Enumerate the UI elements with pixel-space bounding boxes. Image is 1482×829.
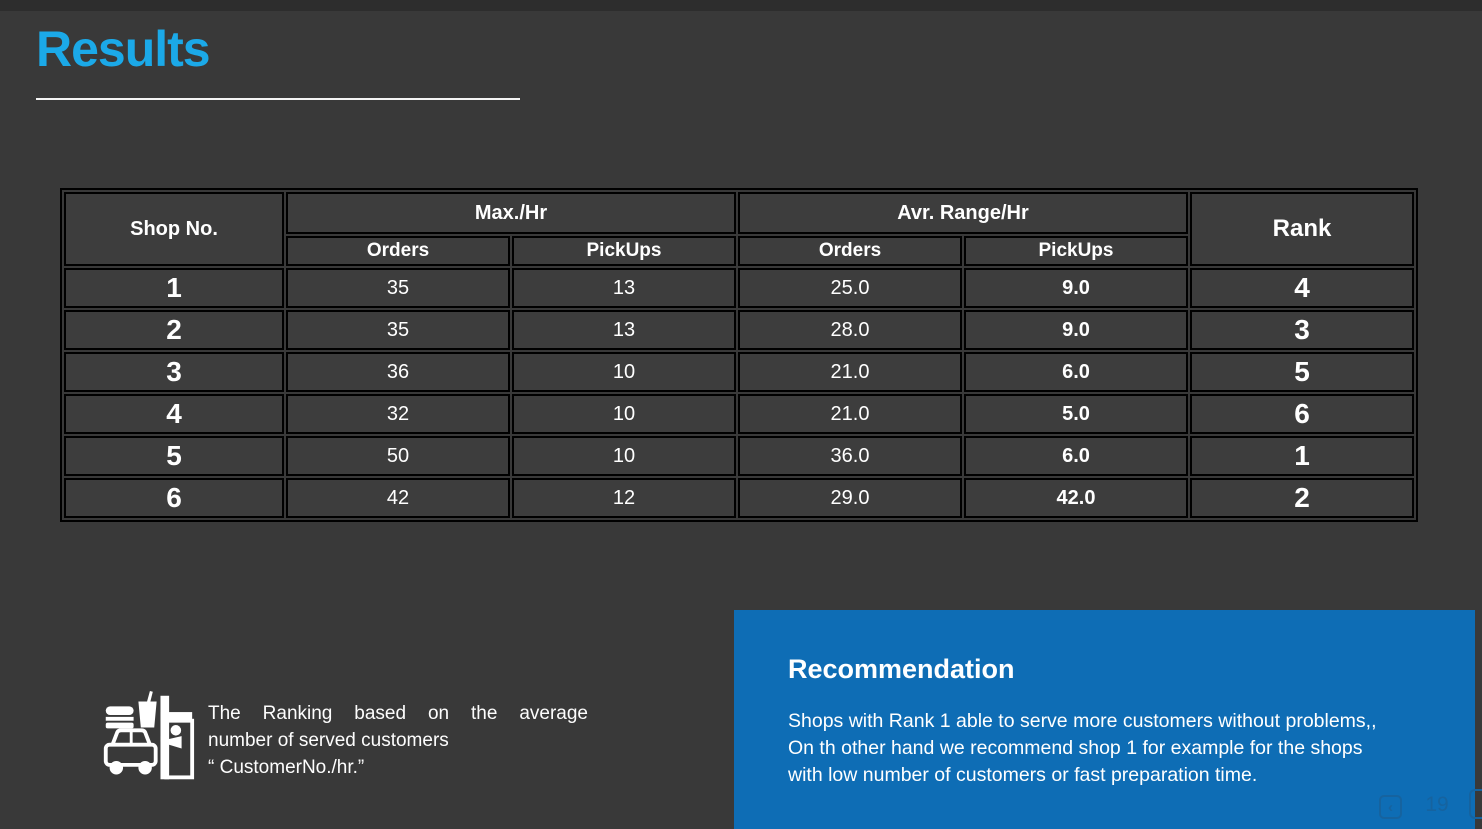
previous-slide-button[interactable]: ‹ xyxy=(1379,795,1402,819)
table-row: 2 35 13 28.0 9.0 3 xyxy=(64,310,1414,350)
col-header-rank: Rank xyxy=(1190,192,1414,266)
rank: 3 xyxy=(1190,310,1414,350)
avr-orders: 28.0 xyxy=(738,310,962,350)
shop-no: 5 xyxy=(64,436,284,476)
table-header-row: Shop No. Max./Hr Avr. Range/Hr Rank xyxy=(64,192,1414,266)
avr-orders: 36.0 xyxy=(738,436,962,476)
rank: 5 xyxy=(1190,352,1414,392)
results-table: Shop No. Max./Hr Avr. Range/Hr Rank Orde… xyxy=(60,188,1418,522)
note-line: The Ranking based on the average xyxy=(208,703,588,724)
rank: 4 xyxy=(1190,268,1414,308)
max-orders: 42 xyxy=(286,478,510,518)
col-header-shop-no: Shop No. xyxy=(64,192,284,266)
next-slide-button[interactable] xyxy=(1469,789,1482,819)
table-row: 4 32 10 21.0 5.0 6 xyxy=(64,394,1414,434)
recommendation-title: Recommendation xyxy=(788,654,1015,684)
shop-no: 2 xyxy=(64,310,284,350)
max-pickups: 10 xyxy=(512,352,736,392)
recommendation-line: Shops with Rank 1 able to serve more cus… xyxy=(788,710,1377,732)
avr-orders: 29.0 xyxy=(738,478,962,518)
max-pickups: 13 xyxy=(512,310,736,350)
table-row: 6 42 12 29.0 42.0 2 xyxy=(64,478,1414,518)
ranking-note-text: The Ranking based on the average number … xyxy=(208,700,588,781)
table-row: 5 50 10 36.0 6.0 1 xyxy=(64,436,1414,476)
avr-pickups: 9.0 xyxy=(964,268,1188,308)
col-header-avr-orders: Orders xyxy=(738,236,962,266)
col-header-avr-pickups: PickUps xyxy=(964,236,1188,266)
rank: 2 xyxy=(1190,478,1414,518)
slide-page-number: 19 xyxy=(1425,793,1449,816)
col-header-max-pickups: PickUps xyxy=(512,236,736,266)
rank: 1 xyxy=(1190,436,1414,476)
max-orders: 35 xyxy=(286,310,510,350)
col-header-max-orders: Orders xyxy=(286,236,510,266)
max-orders: 35 xyxy=(286,268,510,308)
recommendation-line: with low number of customers or fast pre… xyxy=(788,764,1258,786)
max-orders: 36 xyxy=(286,352,510,392)
shop-no: 4 xyxy=(64,394,284,434)
table-row: 1 35 13 25.0 9.0 4 xyxy=(64,268,1414,308)
chevron-left-icon: ‹ xyxy=(1388,798,1393,816)
table-row: 3 36 10 21.0 6.0 5 xyxy=(64,352,1414,392)
avr-pickups: 6.0 xyxy=(964,436,1188,476)
shop-no: 1 xyxy=(64,268,284,308)
max-pickups: 13 xyxy=(512,268,736,308)
avr-pickups: 6.0 xyxy=(964,352,1188,392)
note-line: number of served customers xyxy=(208,730,449,751)
page-title: Results xyxy=(36,21,211,77)
note-line: “ CustomerNo./hr.” xyxy=(208,757,365,778)
recommendation-body: Shops with Rank 1 able to serve more cus… xyxy=(788,708,1436,789)
avr-pickups: 5.0 xyxy=(964,394,1188,434)
max-pickups: 10 xyxy=(512,394,736,434)
max-orders: 50 xyxy=(286,436,510,476)
title-underline xyxy=(36,98,520,100)
avr-pickups: 42.0 xyxy=(964,478,1188,518)
max-pickups: 10 xyxy=(512,436,736,476)
avr-orders: 25.0 xyxy=(738,268,962,308)
recommendation-panel: Recommendation Shops with Rank 1 able to… xyxy=(734,610,1475,829)
max-orders: 32 xyxy=(286,394,510,434)
rank: 6 xyxy=(1190,394,1414,434)
recommendation-line: On th other hand we recommend shop 1 for… xyxy=(788,737,1363,759)
top-bar xyxy=(0,0,1482,11)
table-subheader-row: Orders PickUps Orders PickUps xyxy=(64,236,1414,266)
avr-orders: 21.0 xyxy=(738,352,962,392)
shop-no: 3 xyxy=(64,352,284,392)
avr-pickups: 9.0 xyxy=(964,310,1188,350)
drive-thru-icon xyxy=(103,690,195,780)
avr-orders: 21.0 xyxy=(738,394,962,434)
max-pickups: 12 xyxy=(512,478,736,518)
col-header-avr-range-hr: Avr. Range/Hr xyxy=(738,192,1188,234)
shop-no: 6 xyxy=(64,478,284,518)
col-header-max-hr: Max./Hr xyxy=(286,192,736,234)
